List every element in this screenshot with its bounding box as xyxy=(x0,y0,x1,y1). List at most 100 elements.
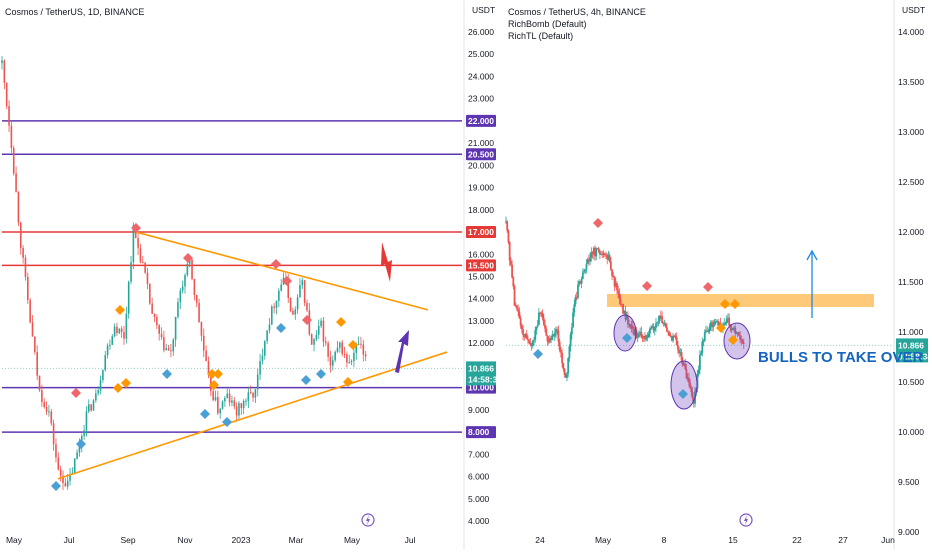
signal-diamond-icon xyxy=(121,378,131,388)
signal-diamond-icon xyxy=(622,333,632,343)
candle-body xyxy=(689,382,692,389)
candle-body xyxy=(529,342,532,344)
candle-body xyxy=(34,336,36,353)
candle-body xyxy=(99,380,102,391)
candle-body xyxy=(57,457,60,470)
candle-body xyxy=(41,390,43,403)
candle-body xyxy=(514,305,517,307)
candle-body xyxy=(522,329,524,336)
candle-body xyxy=(8,106,10,126)
candle-body xyxy=(564,374,567,378)
candle-body xyxy=(303,280,306,303)
candle-body xyxy=(160,333,163,338)
candle-body xyxy=(724,322,727,324)
right-chart-panel[interactable]: Cosmos / TetherUS, 4h, BINANCE RichBomb … xyxy=(505,0,932,550)
candle-body xyxy=(622,303,624,314)
candle-body xyxy=(664,323,667,328)
candle-body xyxy=(353,352,355,361)
candle-body xyxy=(527,338,529,341)
candle-body xyxy=(563,368,566,375)
y-tick-label: 13.000 xyxy=(898,127,924,137)
price-level-tag xyxy=(466,259,496,272)
candle-body xyxy=(557,330,560,342)
candle-body xyxy=(509,260,512,265)
candle-body xyxy=(301,280,304,286)
candle-body xyxy=(646,335,649,338)
candle-body xyxy=(568,346,571,359)
candle-body xyxy=(539,312,542,314)
y-tick-label: 11.500 xyxy=(898,277,924,287)
candle-body xyxy=(640,331,643,338)
candle-body xyxy=(339,342,341,348)
candle-body xyxy=(508,242,511,261)
candle-body xyxy=(513,286,516,306)
candle-body xyxy=(681,360,684,366)
candle-body xyxy=(542,318,545,325)
candle-body xyxy=(102,370,104,381)
candle-body xyxy=(709,322,712,327)
candle-body xyxy=(163,337,165,351)
candle-body xyxy=(156,316,158,326)
candle-body xyxy=(729,325,732,328)
signal-diamond-icon xyxy=(276,323,286,333)
candle-body xyxy=(179,290,182,303)
candle-body xyxy=(736,332,739,334)
current-price-label: 10.866 xyxy=(898,340,924,350)
candle-body xyxy=(551,334,554,340)
candle-body xyxy=(691,392,694,399)
signal-diamond-icon xyxy=(222,417,232,427)
candle-body xyxy=(544,324,546,329)
candle-body xyxy=(700,352,703,355)
y-tick-label: 9.500 xyxy=(898,477,920,487)
candle-body xyxy=(511,264,513,278)
candle-body xyxy=(120,328,123,333)
candle-body xyxy=(638,333,640,338)
candle-body xyxy=(235,406,238,416)
candle-body xyxy=(48,411,50,413)
candle-body xyxy=(73,458,76,473)
candle-body xyxy=(66,480,69,487)
candle-body xyxy=(287,281,290,299)
candle-body xyxy=(90,404,92,411)
x-tick-label: 24 xyxy=(535,535,545,545)
candle-body xyxy=(517,309,520,312)
signal-diamond-icon xyxy=(200,409,210,419)
signal-diamond-icon xyxy=(716,323,726,333)
y-tick-label: 6.000 xyxy=(468,472,490,482)
x-tick-label: May xyxy=(6,535,23,545)
x-tick-label: 8 xyxy=(662,535,667,545)
left-chart-panel[interactable]: Cosmos / TetherUS, 1D, BINANCE USDT 26.0… xyxy=(1,0,502,550)
candle-body xyxy=(629,324,632,329)
candle-body xyxy=(132,225,135,263)
candle-body xyxy=(341,342,343,354)
trendline xyxy=(135,231,429,311)
price-level-tag xyxy=(466,114,496,127)
candle-body xyxy=(22,248,24,258)
candle-body xyxy=(525,333,528,339)
candle-body xyxy=(685,369,688,379)
candle-body xyxy=(600,253,603,255)
candle-body xyxy=(3,60,6,83)
candle-body xyxy=(573,304,576,313)
candle-body xyxy=(733,327,735,329)
candle-body xyxy=(24,257,27,277)
candle-body xyxy=(558,341,561,351)
lightning-icon xyxy=(361,513,375,527)
candle-body xyxy=(545,328,548,336)
candle-body xyxy=(158,325,160,334)
candle-body xyxy=(659,315,662,317)
candle-body xyxy=(735,333,738,335)
candle-body xyxy=(620,303,623,305)
candle-body xyxy=(556,329,559,331)
candle-body xyxy=(567,358,570,374)
x-tick-label: 27 xyxy=(838,535,848,545)
candle-body xyxy=(64,483,67,487)
candle-body xyxy=(686,377,689,379)
left-currency-label: USDT xyxy=(472,5,495,15)
candle-body xyxy=(245,400,247,402)
candle-body xyxy=(658,315,661,322)
candle-body xyxy=(716,321,718,323)
candle-body xyxy=(619,298,622,304)
